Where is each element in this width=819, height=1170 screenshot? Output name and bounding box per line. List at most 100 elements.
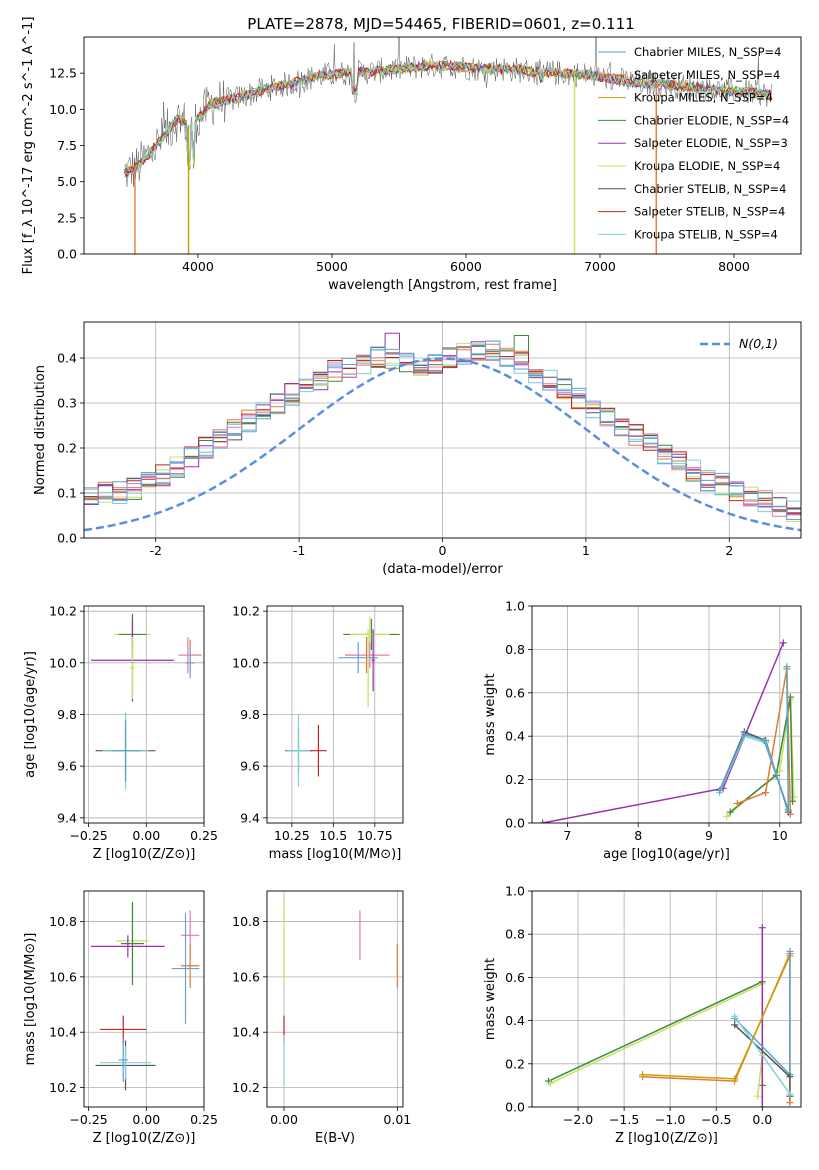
y-tick-label: 9.8 — [240, 707, 260, 722]
x-axis-label: Z [log10(Z/Z⊙)] — [93, 847, 196, 862]
y-tick-label: 0.4 — [505, 1013, 525, 1028]
x-axis-label: (data-model)/error — [382, 562, 503, 577]
histogram-kroupa_stelib — [84, 340, 801, 513]
z_vs_age-plot-area — [84, 606, 204, 823]
weight-marker — [731, 1012, 739, 1020]
y-tick-label: 0.0 — [57, 247, 77, 262]
histogram-kroupa_elodie — [84, 343, 801, 522]
x-axis-label: mass [log10(M/M⊙)] — [269, 847, 402, 862]
x-tick-label: 10.25 — [274, 828, 310, 843]
legend-label: N(0,1) — [739, 336, 778, 351]
weight-marker — [716, 786, 724, 794]
weight-marker — [786, 947, 794, 955]
x-tick-label: −1.5 — [609, 1112, 639, 1127]
y-axis-label: mass weight — [483, 958, 498, 1040]
legend-label: Salpeter ELODIE, N_SSP=3 — [634, 136, 788, 150]
x-tick-label: 10 — [772, 828, 788, 843]
legend-label: Kroupa MILES, N_SSP=4 — [634, 91, 773, 105]
weight-line-chabrier_elodie — [729, 696, 794, 813]
y-tick-label: 10.0 — [49, 655, 77, 670]
x-tick-label: 1 — [582, 543, 590, 558]
errorbar-point — [100, 1046, 151, 1080]
x-tick-label: 10.5 — [319, 828, 347, 843]
x-tick-label: 10.75 — [357, 828, 393, 843]
y-tick-label: 10.2 — [49, 604, 77, 619]
x-tick-label: 0.25 — [190, 1112, 218, 1127]
x-axis-label: wavelength [Angstrom, rest frame] — [328, 278, 557, 293]
spectrum-line-kroupa_elodie — [123, 59, 772, 179]
legend-label: Chabrier STELIB, N_SSP=4 — [634, 182, 786, 196]
histogram-salpeter_miles — [84, 343, 801, 509]
weight-marker — [733, 799, 741, 807]
weight-marker — [758, 1103, 766, 1107]
errorbar-point — [310, 724, 327, 777]
residuals-frame — [83, 321, 802, 539]
y-tick-label: 0.0 — [57, 531, 77, 546]
histogram-salpeter_elodie — [84, 332, 801, 514]
weight-marker — [639, 1071, 647, 1079]
errorbar-point — [349, 642, 390, 668]
y-tick-label: 10.8 — [49, 914, 77, 929]
ebv_vs_mass-frame — [266, 890, 404, 1108]
chart-z_vs_mass: −0.25 0.00 0.25 10.2 10.4 10.6 10.8 Z [log10(Z/… — [23, 890, 218, 1146]
weight-marker — [723, 812, 731, 820]
z_vs_weight-plot-area — [532, 891, 801, 1107]
chart-mass_vs_age: 10.25 10.5 10.75 9.4 9.6 9.8 10.0 10.2 mass [log… — [232, 604, 404, 862]
x-tick-label: −2.0 — [563, 1112, 593, 1127]
histogram-blue — [84, 340, 801, 521]
x-tick-label: 0.0 — [752, 1112, 772, 1127]
age_vs_weight-plot-area — [532, 606, 801, 823]
weight-line-kroupa_stelib — [734, 1015, 791, 1095]
weight-marker — [760, 737, 768, 745]
weight-marker — [786, 1099, 794, 1107]
x-tick-label: 2 — [725, 543, 733, 558]
chart-spectrum: 4000 5000 6000 7000 8000 0.0 2.5 5.0 7.5 10.0 12.5… — [21, 17, 802, 293]
y-tick-label: 7.5 — [57, 138, 77, 153]
y-tick-label: 0.2 — [505, 1056, 525, 1071]
weight-marker — [731, 1021, 739, 1029]
errorbar-point — [180, 943, 200, 988]
y-tick-label: 10.2 — [232, 604, 260, 619]
spectrum-line-kroupa_stelib — [123, 60, 772, 175]
y-tick-label: 0.8 — [505, 642, 525, 657]
errorbar-point — [111, 719, 140, 782]
y-tick-label: 10.2 — [232, 1080, 260, 1095]
mass_vs_age-frame — [266, 605, 404, 824]
errorbar-point — [338, 642, 379, 674]
y-axis-label: mass weight — [483, 673, 498, 755]
weight-marker — [758, 924, 766, 932]
legend-label: Kroupa ELODIE, N_SSP=4 — [634, 159, 780, 173]
x-axis-label: E(B-V) — [315, 1131, 355, 1146]
y-axis-label: age [log10(age/yr)] — [23, 651, 38, 778]
weight-marker — [546, 1079, 554, 1087]
weight-marker — [784, 806, 792, 814]
histogram-pink — [84, 346, 801, 525]
age_vs_weight-frame — [531, 605, 802, 824]
chart-age_vs_weight: 7 8 9 10 0.0 0.2 0.4 0.6 0.8 1.0 age [log10(age/yr… — [483, 599, 802, 862]
weight-line-salpeter_miles — [737, 668, 792, 815]
weight-marker — [786, 1073, 794, 1081]
y-tick-label: 9.6 — [240, 759, 260, 774]
x-axis-label: Z [log10(Z/Z⊙)] — [615, 1131, 718, 1146]
chart-z_vs_weight: −2.0 −1.5 −1.0 −0.5 0.0 0.0 0.2 0.4 0.6 0.8 1.0 Z [… — [483, 884, 802, 1146]
legend-label: Kroupa STELIB, N_SSP=4 — [634, 227, 778, 241]
spectrum-frame — [83, 36, 802, 255]
x-tick-label: 8 — [634, 828, 642, 843]
histogram-chabrier_stelib — [84, 345, 801, 525]
x-tick-label: 7 — [563, 828, 571, 843]
x-tick-label: 8000 — [718, 259, 750, 274]
spectrum-legend: Chabrier MILES, N_SSP=4 Salpeter MILES, N… — [598, 45, 789, 241]
weight-marker — [779, 639, 787, 647]
x-tick-label: 0.00 — [132, 1112, 160, 1127]
weight-marker — [731, 1075, 739, 1083]
chart-residuals: -2 -1 0 1 2 0.0 0.1 0.2 0.3 0.4 (data-model)/error… — [33, 321, 802, 577]
errorbar-point — [371, 629, 375, 692]
y-tick-label: 10.4 — [49, 1025, 77, 1040]
errorbar-point — [130, 637, 135, 699]
y-tick-label: 10.0 — [49, 102, 77, 117]
x-tick-label: −0.25 — [69, 1112, 107, 1127]
x-tick-label: -2 — [149, 543, 161, 558]
y-tick-label: 0.0 — [505, 1100, 525, 1115]
y-tick-label: 9.8 — [57, 707, 77, 722]
